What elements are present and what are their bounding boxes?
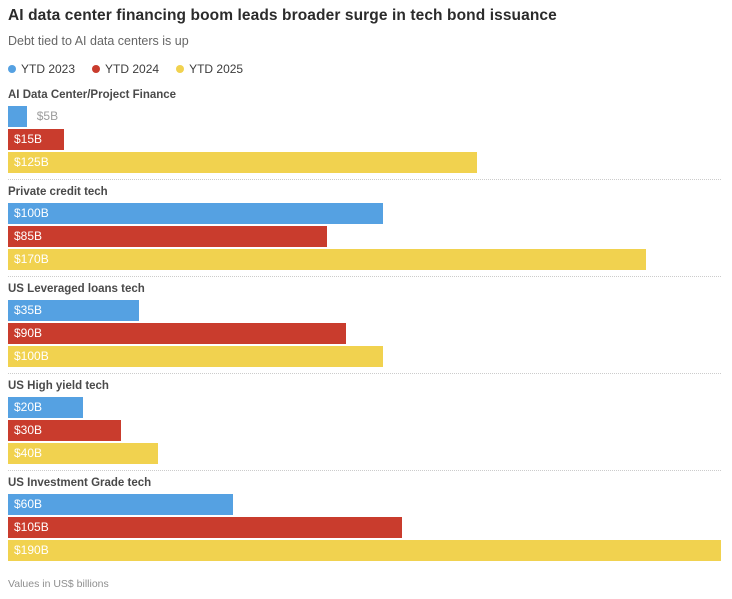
bar-ytd-2024: $30B xyxy=(8,420,121,441)
bar-value-label: $30B xyxy=(14,423,43,437)
legend-label: YTD 2024 xyxy=(105,62,160,76)
bar-ytd-2025: $190B xyxy=(8,540,721,561)
bar-ytd-2025: $170B xyxy=(8,249,646,270)
bar-row: $20B xyxy=(8,397,721,418)
bar-ytd-2024: $85B xyxy=(8,226,327,247)
bar-row: $40B xyxy=(8,443,721,464)
bar-ytd-2023: $20B xyxy=(8,397,84,418)
bar-row: $100B xyxy=(8,203,721,224)
bar-value-label: $20B xyxy=(14,400,43,414)
bar-row: $190B xyxy=(8,540,721,561)
chart-group: AI Data Center/Project Finance $5B $15B $12… xyxy=(8,89,721,180)
legend-item: YTD 2025 xyxy=(176,62,243,76)
bar-ytd-2023: $100B xyxy=(8,203,384,224)
chart-group: US High yield tech $20B $30B $40B xyxy=(8,380,721,471)
legend-dot-icon xyxy=(92,65,101,73)
bar-value-label: $100B xyxy=(14,206,49,220)
values-note: Values in US$ billions xyxy=(8,578,109,590)
bar-ytd-2025: $100B xyxy=(8,346,384,367)
bar-value-label: $60B xyxy=(14,497,43,511)
category-label: US High yield tech xyxy=(8,380,109,392)
bar-value-label: $125B xyxy=(14,155,49,169)
bar-value-label: $35B xyxy=(14,303,43,317)
category-label: US Investment Grade tech xyxy=(8,477,152,489)
bar-row: $85B xyxy=(8,226,721,247)
bar-ytd-2023: $60B xyxy=(8,494,234,515)
bar-row: $15B xyxy=(8,129,721,150)
category-label: Private credit tech xyxy=(8,186,108,198)
bar-row: $105B xyxy=(8,517,721,538)
chart-subtitle: Debt tied to AI data centers is up xyxy=(8,34,189,48)
bar-value-label: $90B xyxy=(14,326,43,340)
bar-value-label: $40B xyxy=(14,446,43,460)
bar-ytd-2024: $15B xyxy=(8,129,65,150)
bar-ytd-2025: $40B xyxy=(8,443,159,464)
bar-row: $35B xyxy=(8,300,721,321)
bar-row: $60B xyxy=(8,494,721,515)
bar-value-label: $190B xyxy=(14,543,49,557)
chart-group: US Investment Grade tech $60B $105B $190B xyxy=(8,477,721,567)
legend-label: YTD 2025 xyxy=(189,62,244,76)
category-label: US Leveraged loans tech xyxy=(8,283,145,295)
chart-group: Private credit tech $100B $85B $170B xyxy=(8,186,721,277)
legend-item: YTD 2023 xyxy=(8,62,75,76)
bar-value-label: $105B xyxy=(14,520,49,534)
bar-row: $170B xyxy=(8,249,721,270)
legend: YTD 2023 YTD 2024 YTD 2025 xyxy=(8,62,721,76)
bar-row: $90B xyxy=(8,323,721,344)
legend-item: YTD 2024 xyxy=(92,62,159,76)
bar-row: $30B xyxy=(8,420,721,441)
legend-dot-icon xyxy=(8,65,16,73)
bar-ytd-2025: $125B xyxy=(8,152,478,173)
bar-ytd-2023 xyxy=(8,106,27,127)
chart-title: AI data center financing boom leads broa… xyxy=(8,7,557,24)
bar-ytd-2023: $35B xyxy=(8,300,140,321)
category-label: AI Data Center/Project Finance xyxy=(8,89,177,101)
bar-value-label: $170B xyxy=(14,252,49,266)
legend-dot-icon xyxy=(176,65,185,73)
bar-value-label: $15B xyxy=(14,132,43,146)
bar-ytd-2024: $105B xyxy=(8,517,403,538)
bar-row: $125B xyxy=(8,152,721,173)
bar-value-label: $100B xyxy=(14,349,49,363)
bar-row: $100B xyxy=(8,346,721,367)
bar-chart: AI Data Center/Project Finance $5B $15B $12… xyxy=(8,89,721,567)
bar-row: $5B xyxy=(8,106,721,127)
chart-group: US Leveraged loans tech $35B $90B $100B xyxy=(8,283,721,374)
legend-label: YTD 2023 xyxy=(21,62,76,76)
bar-value-label: $85B xyxy=(14,229,43,243)
bar-value-label: $5B xyxy=(36,109,59,123)
bar-ytd-2024: $90B xyxy=(8,323,346,344)
